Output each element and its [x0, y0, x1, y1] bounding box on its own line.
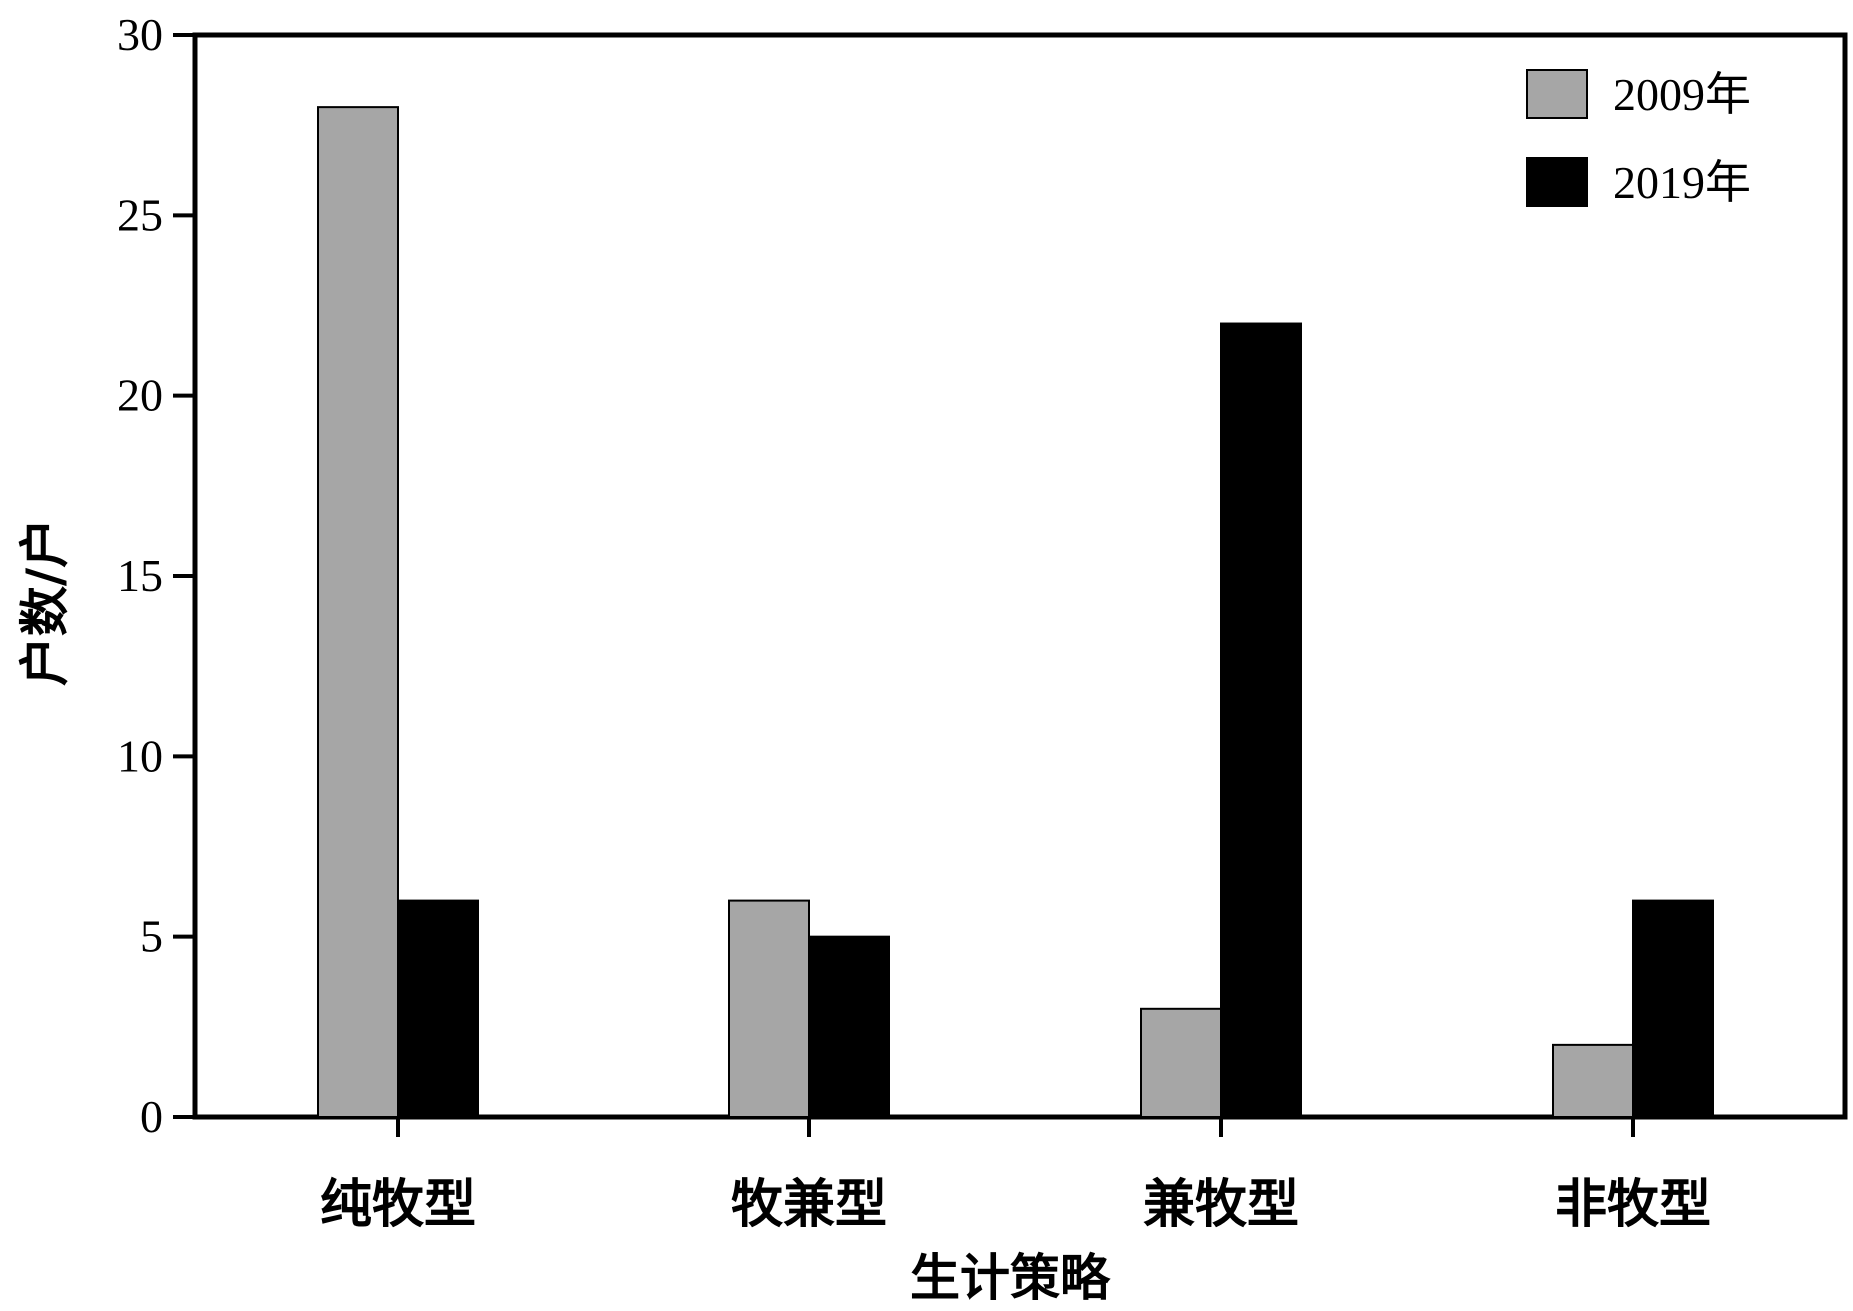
bar-2009年-纯牧型 [317, 106, 399, 1118]
legend: 2009年 2019年 [1526, 69, 1751, 208]
y-tick-label: 25 [117, 189, 163, 240]
x-tick-label: 兼牧型 [1143, 1175, 1299, 1235]
legend-swatch [1526, 69, 1588, 119]
legend-label: 2019年 [1613, 157, 1751, 208]
y-tick-label: 10 [117, 730, 163, 781]
bar-2019年-纯牧型 [397, 899, 479, 1118]
legend-label: 2009年 [1613, 69, 1751, 120]
y-tick-label: 15 [117, 550, 163, 601]
y-tick-label: 20 [117, 370, 163, 421]
bar-2019年-牧兼型 [808, 935, 890, 1119]
x-tick-label: 牧兼型 [731, 1175, 887, 1235]
bar-2009年-牧兼型 [728, 899, 810, 1118]
bar-2019年-非牧型 [1632, 899, 1714, 1118]
x-axis-ticks: 纯牧型 牧兼型 兼牧型 非牧型 [320, 1117, 1711, 1235]
y-axis-title: 户数/户 [16, 518, 74, 686]
bars-group [317, 106, 1714, 1119]
bar-2009年-兼牧型 [1140, 1007, 1222, 1118]
x-axis-title: 生计策略 [910, 1249, 1111, 1307]
bar-2009年-非牧型 [1552, 1043, 1634, 1119]
y-tick-label: 5 [140, 911, 163, 962]
y-tick-label: 30 [117, 9, 163, 60]
y-axis-ticks: 0 5 10 15 20 25 30 [117, 9, 195, 1142]
x-tick-label: 非牧型 [1555, 1175, 1711, 1235]
legend-swatch [1526, 157, 1588, 207]
bar-2019年-兼牧型 [1220, 322, 1302, 1118]
x-tick-label: 纯牧型 [320, 1175, 476, 1235]
y-tick-label: 0 [140, 1091, 163, 1142]
